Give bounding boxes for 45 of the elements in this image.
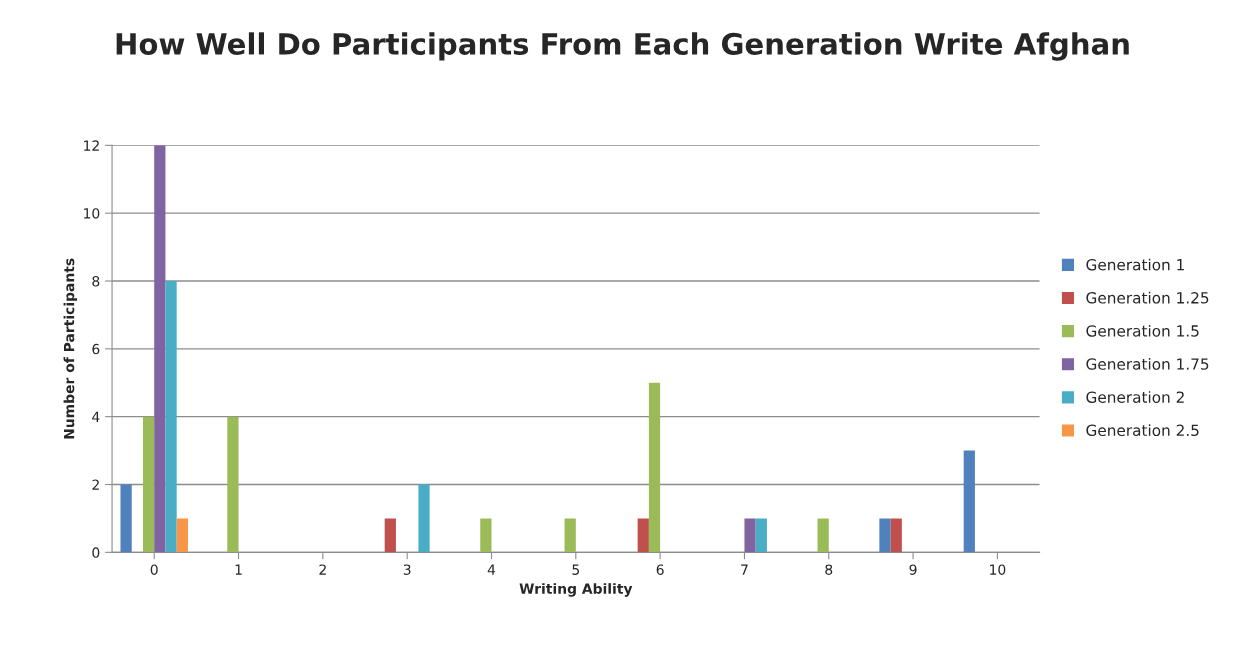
legend-label: Generation 1.25 xyxy=(1086,291,1209,304)
y-tick-label: 10 xyxy=(84,208,100,219)
x-tick-label: 8 xyxy=(825,564,833,575)
bar xyxy=(154,145,166,553)
bar xyxy=(879,518,891,553)
bar xyxy=(890,518,902,553)
legend-label: Generation 2.5 xyxy=(1086,424,1199,437)
bar xyxy=(418,484,430,553)
y-tick-label: 4 xyxy=(92,411,100,422)
x-tick-label: 7 xyxy=(741,564,748,575)
bar xyxy=(564,518,576,553)
x-tick-label: 4 xyxy=(487,564,496,575)
bar xyxy=(384,518,396,553)
bar xyxy=(176,518,188,553)
bar xyxy=(120,484,132,553)
chart-title: How Well Do Participants From Each Generation Write Afghan xyxy=(116,32,1129,61)
x-tick-label: 2 xyxy=(319,564,326,575)
x-tick-label: 5 xyxy=(572,564,580,575)
y-axis-title: Number of Participants xyxy=(63,258,78,439)
legend-label: Generation 2 xyxy=(1086,391,1184,403)
y-tick-label: 2 xyxy=(92,479,99,490)
x-tick-label: 1 xyxy=(235,564,242,575)
y-tick-label: 12 xyxy=(84,140,99,151)
legend-label: Generation 1 xyxy=(1086,258,1184,271)
bar xyxy=(637,518,649,553)
y-tick-label: 8 xyxy=(92,275,100,287)
x-tick-label: 3 xyxy=(403,564,411,575)
legend-label: Generation 1.75 xyxy=(1086,358,1209,370)
y-tick-label: 0 xyxy=(92,547,100,558)
y-tick-label: 6 xyxy=(92,343,100,355)
bar xyxy=(165,281,177,553)
bar xyxy=(227,416,239,553)
x-tick-label: 6 xyxy=(656,564,664,575)
bar xyxy=(963,450,975,553)
x-axis-title: Writing Ability xyxy=(519,583,633,597)
bar xyxy=(142,416,155,553)
bar xyxy=(744,518,756,553)
bar xyxy=(755,518,767,553)
legend-label: Generation 1.5 xyxy=(1086,324,1199,337)
x-tick-label: 10 xyxy=(990,564,1006,575)
bar xyxy=(817,518,829,553)
x-tick-label: 0 xyxy=(150,564,158,575)
bar xyxy=(480,518,492,553)
bar xyxy=(648,382,661,553)
x-tick-label: 9 xyxy=(909,564,917,575)
